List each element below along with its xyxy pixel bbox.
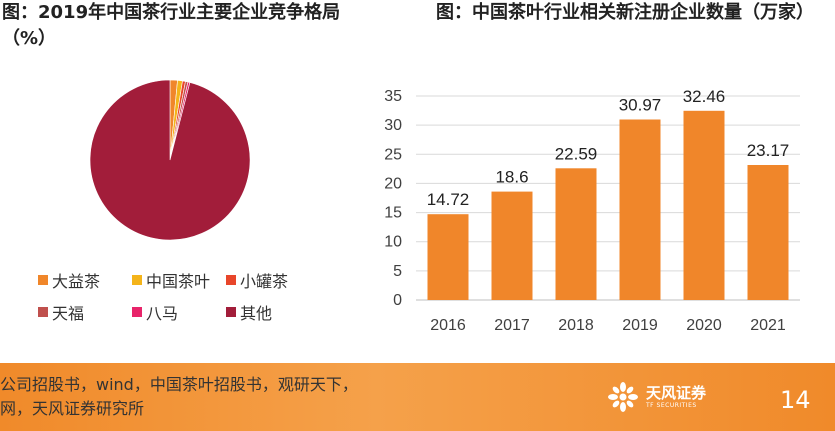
y-tick-label: 0 [393,292,402,309]
legend-label: 八马 [146,304,179,323]
legend-item: 其他 [226,300,272,324]
source-line-2: 网，天风证券研究所 [0,399,145,418]
bar-2016 [427,214,469,300]
legend-swatch [38,275,48,285]
x-tick-label: 2018 [558,317,594,334]
legend-swatch [226,275,236,285]
bar-2018 [555,168,597,300]
pie-chart [89,79,251,241]
y-tick-label: 20 [384,175,402,192]
bar-chart: 0 5 10 15 20 25 30 35 14.72 2016 18.6 2017 22.59 2018… [384,87,800,334]
data-label: 14.72 [427,190,470,209]
x-tick-label: 2017 [494,317,530,334]
pie-slice-6 [89,79,251,241]
legend-label: 大益茶 [52,272,101,291]
legend-label: 中国茶叶 [146,272,211,291]
legend-item: 天福 [38,300,84,324]
data-label: 30.97 [619,96,662,115]
legend-item: 小罐茶 [226,268,288,292]
source-line-1: 公司招股书，wind，中国茶叶招股书，观研天下， [0,375,358,394]
legend-item: 中国茶叶 [132,268,210,292]
y-tick-label: 25 [384,146,402,163]
data-label: 32.46 [683,87,726,106]
source-note: 公司招股书，wind，中国茶叶招股书，观研天下， 网，天风证券研究所 [0,373,358,421]
legend-item: 八马 [132,300,178,324]
x-tick-label: 2021 [750,317,786,334]
x-tick-label: 2019 [622,317,658,334]
y-tick-label: 35 [384,88,402,105]
y-tick-label: 15 [384,205,402,222]
data-label: 18.6 [495,168,528,187]
y-tick-label: 30 [384,117,402,134]
pie-chart-title: 图：2019年中国茶行业主要企业竞争格局（%） [2,2,341,49]
x-tick-label: 2016 [430,317,466,334]
data-label: 22.59 [555,144,598,163]
bar-chart-title: 图：中国茶叶行业相关新注册企业数量（万家） [436,2,814,23]
bar-2017 [491,191,533,300]
logo-subtext: TF SECURITIES [646,401,697,409]
y-tick-label: 5 [393,263,402,280]
legend-swatch [226,307,236,317]
flower-icon [608,382,638,412]
legend-swatch [132,307,142,317]
bar-2019 [619,119,661,300]
x-tick-label: 2020 [686,317,722,334]
y-tick-label: 10 [384,234,402,251]
footer-band [0,363,835,431]
company-logo: 天风证券 TF SECURITIES [606,381,706,413]
legend-label: 天福 [52,304,85,323]
legend-item: 大益茶 [38,268,100,292]
legend-swatch [38,307,48,317]
bar-2020 [683,110,725,300]
bar-2021 [747,165,789,300]
legend-swatch [132,275,142,285]
legend-label: 小罐茶 [240,272,289,291]
logo-text: 天风证券 [646,383,707,402]
page-number: 14 [780,386,811,414]
data-label: 23.17 [747,141,790,160]
legend-label: 其他 [240,304,273,323]
